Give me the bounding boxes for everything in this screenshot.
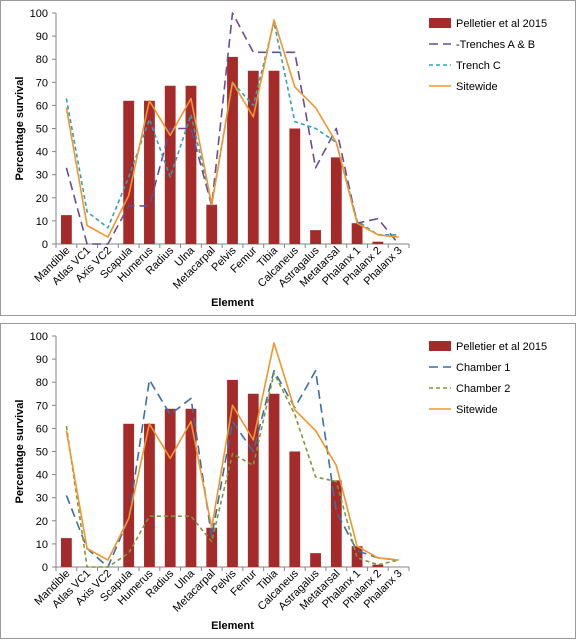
y-tick-label: 70 <box>36 400 48 412</box>
bar-scapula <box>123 423 135 567</box>
y-tick-label: 40 <box>36 147 48 159</box>
y-tick-label: 80 <box>36 54 48 66</box>
bar-humerus <box>144 100 155 244</box>
bar-humerus <box>144 423 155 567</box>
bar-phalanx-1 <box>351 223 363 244</box>
bar-metatarsal <box>330 480 342 567</box>
y-tick-label: 40 <box>36 470 48 482</box>
bar-astragalus <box>310 553 321 567</box>
bar-phalanx-2 <box>372 564 384 567</box>
y-tick-label: 10 <box>36 539 48 551</box>
bar-calcaneus <box>289 128 301 244</box>
legend-label-chamber-1: Chamber 1 <box>456 362 510 374</box>
y-tick-label: 30 <box>36 493 48 505</box>
legend-label-pelletier-et-al-2015: Pelletier et al 2015 <box>456 341 547 353</box>
legend-label-sitewide: Sitewide <box>456 81 498 93</box>
bar-radius <box>164 408 176 567</box>
y-tick-label: 100 <box>30 331 48 343</box>
x-axis-title: Element <box>211 620 254 632</box>
series-line-sitewide <box>65 19 399 238</box>
y-tick-label: 20 <box>36 516 48 528</box>
legend-label-trenches-a-b: -Trenches A & B <box>456 39 535 51</box>
bar-metacarpal <box>206 527 218 567</box>
bar-astragalus <box>310 230 321 244</box>
bar-calcaneus <box>289 451 301 567</box>
series-line-trenches-a-b <box>65 12 400 245</box>
bar-femur <box>247 393 259 567</box>
bar-pelvis <box>227 379 238 567</box>
bar-phalanx-2 <box>372 241 384 244</box>
legend-label-sitewide: Sitewide <box>456 404 498 416</box>
y-tick-label: 20 <box>36 193 48 205</box>
y-tick-label: 30 <box>36 170 48 182</box>
series-line-chamber-2 <box>65 372 399 568</box>
bar-ulna <box>185 85 197 244</box>
y-tick-label: 10 <box>36 216 48 228</box>
bar-tibia <box>268 393 280 567</box>
bar-radius <box>164 85 176 244</box>
bar-metacarpal <box>206 204 218 244</box>
legend-label-trench-c: Trench C <box>456 60 501 72</box>
bar-pelvis <box>227 56 238 244</box>
y-tick-label: 80 <box>36 377 48 389</box>
bar-scapula <box>123 100 135 244</box>
bar-mandible <box>60 215 72 244</box>
y-axis-title: Percentage survival <box>14 77 26 181</box>
bar-tibia <box>268 70 280 244</box>
bar-metatarsal <box>330 157 342 244</box>
y-tick-label: 50 <box>36 124 48 136</box>
chart-panel-trenches: 0 10 20 30 40 50 60 70 80 90 100 Mandible Atlas VC1 A… <box>0 0 576 316</box>
legend-label-pelletier-et-al-2015: Pelletier et al 2015 <box>456 18 547 30</box>
legend-swatch-pelletier-et-al-2015 <box>429 341 451 351</box>
y-tick-label: 90 <box>36 354 48 366</box>
bar-femur <box>247 70 259 244</box>
x-axis-title: Element <box>211 297 254 309</box>
chart-panel-chambers: 0 10 20 30 40 50 60 70 80 90 100 Mandible Atlas VC1 A… <box>0 323 576 639</box>
series-line-sitewide <box>65 342 399 561</box>
y-tick-label: 60 <box>36 423 48 435</box>
y-tick-label: 0 <box>42 562 48 574</box>
y-tick-label: 70 <box>36 77 48 89</box>
y-tick-label: 0 <box>42 239 48 251</box>
bar-mandible <box>60 538 72 567</box>
legend-swatch-pelletier-et-al-2015 <box>429 18 451 28</box>
series-line-chamber-1 <box>65 369 399 568</box>
y-axis-title: Percentage survival <box>14 400 26 504</box>
bar-ulna <box>185 408 197 567</box>
series-line-trench-c <box>65 21 399 236</box>
y-tick-label: 60 <box>36 100 48 112</box>
legend-label-chamber-2: Chamber 2 <box>456 383 510 395</box>
y-tick-label: 90 <box>36 31 48 43</box>
y-tick-label: 100 <box>30 8 48 20</box>
y-tick-label: 50 <box>36 447 48 459</box>
